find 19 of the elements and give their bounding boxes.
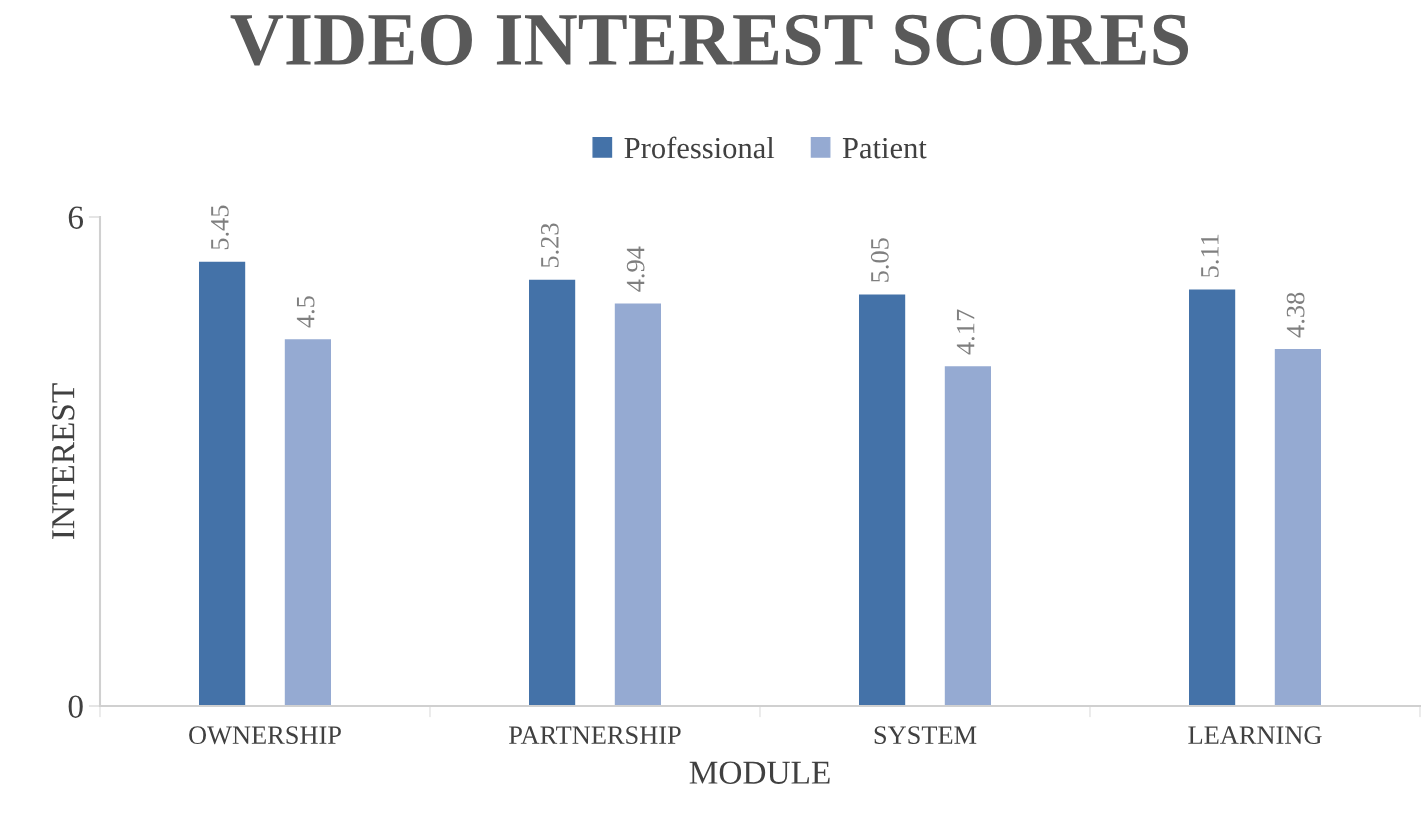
data-label: 4.94 [626,246,645,292]
x-tick-label: LEARNING [1188,726,1322,745]
chart-title: VIDEO INTEREST SCORES [230,14,1189,66]
data-label: 5.45 [211,205,229,250]
data-label: 4.38 [1286,292,1305,338]
legend-label: Patient [842,137,927,159]
data-label: 5.11 [1201,234,1219,277]
x-tick-label: SYSTEM [874,726,977,745]
data-label: 4.5 [296,296,315,328]
y-tick-label: 0 [68,695,83,718]
legend-label: Professional [624,136,775,159]
data-label: 4.17 [956,309,975,355]
x-axis-title: MODULE [689,761,830,784]
y-axis-title: INTEREST [52,383,75,539]
y-tick-label: 6 [68,206,84,229]
x-tick-label: OWNERSHIP [189,726,341,745]
x-tick-label: PARTNERSHIP [509,726,681,745]
data-label: 5.05 [870,238,889,282]
data-label: 5.23 [540,223,559,268]
